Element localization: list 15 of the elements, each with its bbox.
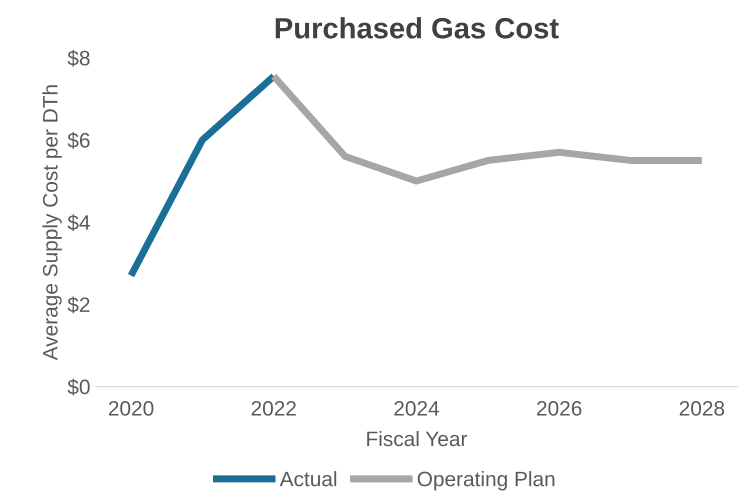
legend-label: Actual — [280, 471, 336, 486]
x-axis-title: Fiscal Year — [367, 430, 468, 446]
y-tick-label: $4 — [68, 214, 90, 232]
x-tick-label: 2022 — [252, 400, 296, 416]
y-tick-label: $6 — [68, 132, 90, 149]
chart-title: Purchased Gas Cost — [276, 17, 559, 39]
y-tick-label: $2 — [68, 296, 90, 314]
x-tick-label: 2020 — [108, 400, 154, 416]
y-axis-title: Average Supply Cost per DTh — [42, 85, 62, 360]
legend-label: Operating Plan — [418, 471, 554, 490]
x-tick-label: 2028 — [680, 400, 724, 416]
x-tick-label: 2026 — [537, 400, 582, 416]
y-tick-label: $0 — [68, 378, 90, 396]
x-tick-label: 2024 — [394, 400, 440, 416]
y-tick-label: $8 — [68, 50, 90, 67]
